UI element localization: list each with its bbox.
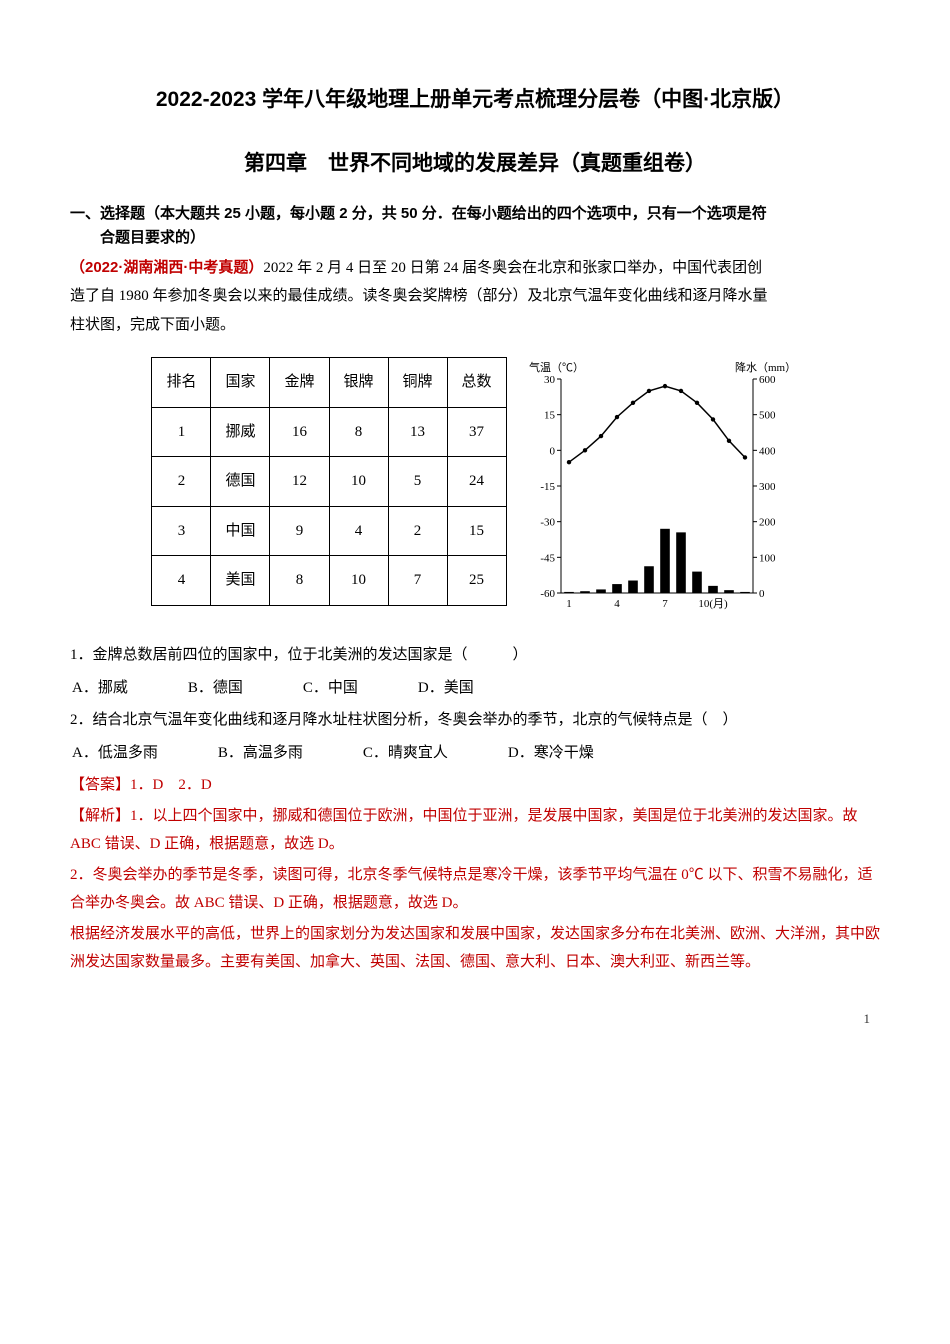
analysis-1: 1．以上四个国家中，挪威和德国位于欧洲，中国位于亚洲，是发展中国家，美国是位于北… bbox=[70, 808, 858, 853]
table-cell: 美国 bbox=[211, 556, 270, 606]
climate-chart-svg: 气温（℃） 降水（mm） 30 15 0 -15 -30 -45 -60 600 500 400 300… bbox=[519, 357, 799, 617]
q2-text: 2．结合北京气温年变化曲线和逐月降水址柱状图分析，冬奥会举办的季节，北京的气候特… bbox=[70, 706, 880, 735]
table-cell: 4 bbox=[152, 556, 211, 606]
tail-para: 根据经济发展水平的高低，世界上的国家划分为发达国家和发展中国家，发达国家多分布在… bbox=[70, 920, 880, 977]
table-header: 排名 bbox=[152, 358, 211, 408]
table-cell: 10 bbox=[329, 556, 388, 606]
table-cell: 挪威 bbox=[211, 407, 270, 457]
table-row: 4美国810725 bbox=[152, 556, 506, 606]
medal-table: 排名国家金牌银牌铜牌总数 1挪威16813372德国12105243中国9421… bbox=[151, 357, 506, 606]
svg-text:300: 300 bbox=[759, 481, 776, 493]
main-title: 2022-2023 学年八年级地理上册单元考点梳理分层卷（中图·北京版） bbox=[70, 80, 880, 120]
svg-text:15: 15 bbox=[544, 410, 556, 422]
svg-text:10(月): 10(月) bbox=[698, 598, 728, 610]
table-header: 银牌 bbox=[329, 358, 388, 408]
svg-text:4: 4 bbox=[614, 598, 620, 610]
answer-block: 【答案】1．D 2．D bbox=[70, 771, 880, 800]
svg-text:500: 500 bbox=[759, 410, 776, 422]
svg-text:气温（℃）: 气温（℃） bbox=[529, 360, 584, 374]
svg-text:-30: -30 bbox=[540, 517, 555, 529]
q1-text: 1．金牌总数居前四位的国家中，位于北美洲的发达国家是（ ） bbox=[70, 641, 880, 670]
svg-text:-15: -15 bbox=[540, 481, 555, 493]
table-cell: 25 bbox=[447, 556, 506, 606]
svg-text:0: 0 bbox=[549, 446, 555, 458]
climate-chart: 气温（℃） 降水（mm） 30 15 0 -15 -30 -45 -60 600 500 400 300… bbox=[519, 357, 799, 617]
intro-p3: 柱状图，完成下面小题。 bbox=[70, 317, 235, 333]
table-cell: 2 bbox=[152, 457, 211, 507]
table-cell: 15 bbox=[447, 506, 506, 556]
svg-text:1: 1 bbox=[566, 598, 572, 610]
table-cell: 德国 bbox=[211, 457, 270, 507]
svg-text:30: 30 bbox=[544, 374, 556, 386]
q1-options: A．挪威 B．德国 C．中国 D．美国 bbox=[70, 674, 880, 703]
q2-options: A．低温多雨 B．高温多雨 C．晴爽宜人 D．寒冷干燥 bbox=[70, 739, 880, 768]
table-cell: 8 bbox=[329, 407, 388, 457]
intro-paragraph: （2022·湖南湘西·中考真题）2022 年 2 月 4 日至 20 日第 24… bbox=[70, 254, 880, 340]
table-header: 金牌 bbox=[270, 358, 329, 408]
q2-opt-c: C．晴爽宜人 bbox=[363, 739, 448, 768]
svg-text:-60: -60 bbox=[540, 588, 555, 600]
table-cell: 3 bbox=[152, 506, 211, 556]
table-cell: 13 bbox=[388, 407, 447, 457]
sub-title: 第四章 世界不同地域的发展差异（真题重组卷） bbox=[70, 144, 880, 184]
analysis-block: 【解析】1．以上四个国家中，挪威和德国位于欧洲，中国位于亚洲，是发展中国家，美国… bbox=[70, 802, 880, 859]
page-number: 1 bbox=[70, 1007, 880, 1032]
table-cell: 5 bbox=[388, 457, 447, 507]
table-cell: 10 bbox=[329, 457, 388, 507]
q1-opt-a: A．挪威 bbox=[72, 674, 128, 703]
table-cell: 16 bbox=[270, 407, 329, 457]
svg-text:100: 100 bbox=[759, 553, 776, 565]
table-header: 铜牌 bbox=[388, 358, 447, 408]
intro-p2: 造了自 1980 年参加冬奥会以来的最佳成绩。读冬奥会奖牌榜（部分）及北京气温年… bbox=[70, 288, 768, 304]
svg-text:600: 600 bbox=[759, 374, 776, 386]
table-cell: 8 bbox=[270, 556, 329, 606]
section-header-l2: 合题目要求的） bbox=[70, 229, 205, 246]
svg-text:0: 0 bbox=[759, 588, 765, 600]
svg-text:降水（mm）: 降水（mm） bbox=[735, 360, 796, 374]
intro-p1: 2022 年 2 月 4 日至 20 日第 24 届冬奥会在北京和张家口举办，中… bbox=[263, 260, 762, 276]
section-header-l1: 一、选择题（本大题共 25 小题，每小题 2 分，共 50 分．在每小题给出的四… bbox=[70, 205, 767, 222]
table-cell: 37 bbox=[447, 407, 506, 457]
table-cell: 12 bbox=[270, 457, 329, 507]
table-row: 1挪威1681337 bbox=[152, 407, 506, 457]
table-cell: 4 bbox=[329, 506, 388, 556]
table-cell: 2 bbox=[388, 506, 447, 556]
q1-opt-b: B．德国 bbox=[188, 674, 243, 703]
figure-row: 排名国家金牌银牌铜牌总数 1挪威16813372德国12105243中国9421… bbox=[70, 357, 880, 617]
source-label: （2022·湖南湘西·中考真题） bbox=[70, 259, 263, 276]
table-cell: 9 bbox=[270, 506, 329, 556]
svg-text:200: 200 bbox=[759, 517, 776, 529]
q1-opt-c: C．中国 bbox=[303, 674, 358, 703]
section-header: 一、选择题（本大题共 25 小题，每小题 2 分，共 50 分．在每小题给出的四… bbox=[70, 202, 880, 250]
table-cell: 1 bbox=[152, 407, 211, 457]
q1-opt-d: D．美国 bbox=[418, 674, 474, 703]
svg-text:7: 7 bbox=[662, 598, 668, 610]
analysis-2: 2．冬奥会举办的季节是冬季，读图可得，北京冬季气候特点是寒冷干燥，该季节平均气温… bbox=[70, 861, 880, 918]
svg-text:400: 400 bbox=[759, 446, 776, 458]
q2-opt-d: D．寒冷干燥 bbox=[508, 739, 594, 768]
q2-opt-b: B．高温多雨 bbox=[218, 739, 303, 768]
table-header: 总数 bbox=[447, 358, 506, 408]
table-row: 2德国1210524 bbox=[152, 457, 506, 507]
table-cell: 7 bbox=[388, 556, 447, 606]
q2-opt-a: A．低温多雨 bbox=[72, 739, 158, 768]
analysis-label: 【解析】 bbox=[70, 808, 130, 824]
table-header: 国家 bbox=[211, 358, 270, 408]
table-row: 3中国94215 bbox=[152, 506, 506, 556]
table-cell: 中国 bbox=[211, 506, 270, 556]
svg-text:-45: -45 bbox=[540, 553, 555, 565]
table-cell: 24 bbox=[447, 457, 506, 507]
